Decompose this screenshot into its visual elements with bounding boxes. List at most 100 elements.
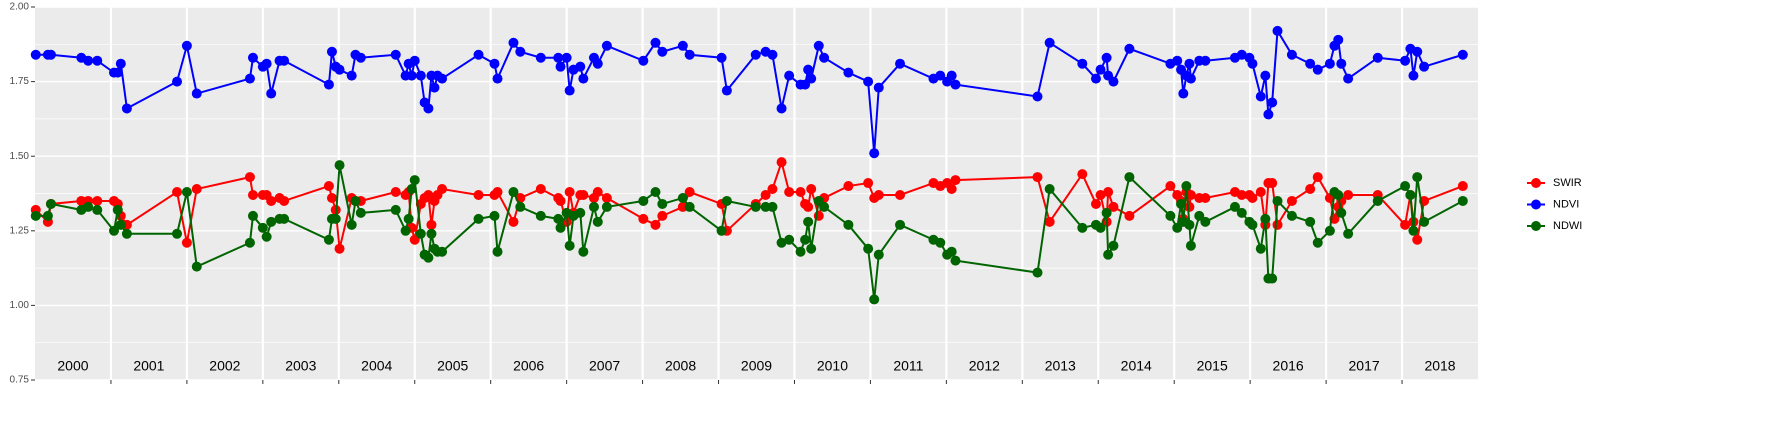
point	[1324, 58, 1335, 69]
point	[1236, 189, 1247, 200]
point	[279, 55, 290, 66]
point	[508, 37, 519, 48]
point	[588, 201, 599, 212]
point	[575, 207, 586, 218]
point	[1090, 198, 1101, 209]
year-label: 2006	[513, 358, 544, 374]
point	[863, 178, 874, 189]
point	[489, 210, 500, 221]
point	[492, 187, 503, 198]
point	[843, 181, 854, 192]
point	[803, 201, 814, 212]
point	[489, 58, 500, 69]
point	[191, 88, 202, 99]
point	[795, 187, 806, 198]
point	[1185, 189, 1196, 200]
point	[1267, 97, 1278, 108]
point	[172, 228, 183, 239]
point	[564, 187, 575, 198]
point	[323, 79, 334, 90]
point	[266, 88, 277, 99]
point	[813, 40, 824, 51]
point	[406, 184, 417, 195]
point	[330, 213, 341, 224]
point	[721, 85, 732, 96]
point	[45, 49, 56, 60]
point	[1101, 52, 1112, 63]
point	[409, 55, 420, 66]
point	[115, 58, 126, 69]
point	[42, 210, 53, 221]
point	[1184, 219, 1195, 230]
point	[1176, 198, 1187, 209]
point	[657, 198, 668, 209]
point	[244, 172, 255, 183]
point	[1324, 225, 1335, 236]
year-label: 2003	[285, 358, 316, 374]
point	[592, 187, 603, 198]
point	[776, 157, 787, 168]
point	[1095, 222, 1106, 233]
point	[279, 213, 290, 224]
point	[1263, 109, 1274, 120]
point	[257, 222, 268, 233]
point	[1333, 189, 1344, 200]
point	[555, 195, 566, 206]
point	[684, 201, 695, 212]
point	[247, 52, 258, 63]
point	[1044, 37, 1055, 48]
point	[1305, 58, 1316, 69]
point	[423, 103, 434, 114]
point	[776, 103, 787, 114]
point	[1400, 219, 1411, 230]
point	[437, 184, 448, 195]
point	[1247, 219, 1258, 230]
point	[326, 46, 337, 57]
point	[121, 103, 132, 114]
year-label: 2005	[437, 358, 468, 374]
y-tick-label: 1.00	[10, 300, 30, 311]
point	[1336, 58, 1347, 69]
point	[92, 55, 103, 66]
point	[1124, 43, 1135, 54]
point	[1103, 187, 1114, 198]
point	[601, 201, 612, 212]
year-label: 2018	[1424, 358, 1455, 374]
point	[1312, 172, 1323, 183]
point	[819, 201, 830, 212]
point	[684, 49, 695, 60]
year-label: 2002	[209, 358, 240, 374]
point	[561, 52, 572, 63]
point	[1419, 61, 1430, 72]
point	[578, 189, 589, 200]
point	[650, 37, 661, 48]
point	[1412, 234, 1423, 245]
y-tick-label: 1.75	[10, 76, 30, 87]
point	[279, 195, 290, 206]
point	[326, 192, 337, 203]
point	[1095, 189, 1106, 200]
point	[1343, 228, 1354, 239]
point	[350, 195, 361, 206]
point	[767, 49, 778, 60]
point	[1095, 64, 1106, 75]
point	[1200, 55, 1211, 66]
year-label: 2016	[1273, 358, 1304, 374]
point	[760, 201, 771, 212]
year-label: 2004	[361, 358, 392, 374]
point	[1408, 70, 1419, 81]
point	[1343, 73, 1354, 84]
point	[784, 187, 795, 198]
point	[403, 213, 414, 224]
point	[334, 64, 345, 75]
point	[946, 70, 957, 81]
y-tick-label: 1.50	[10, 151, 30, 162]
point	[1236, 49, 1247, 60]
point	[1255, 243, 1266, 254]
point	[390, 49, 401, 60]
point	[1412, 46, 1423, 57]
point	[1419, 216, 1430, 227]
point	[355, 207, 366, 218]
legend-label: NDVI	[1553, 198, 1579, 210]
point	[423, 252, 434, 263]
